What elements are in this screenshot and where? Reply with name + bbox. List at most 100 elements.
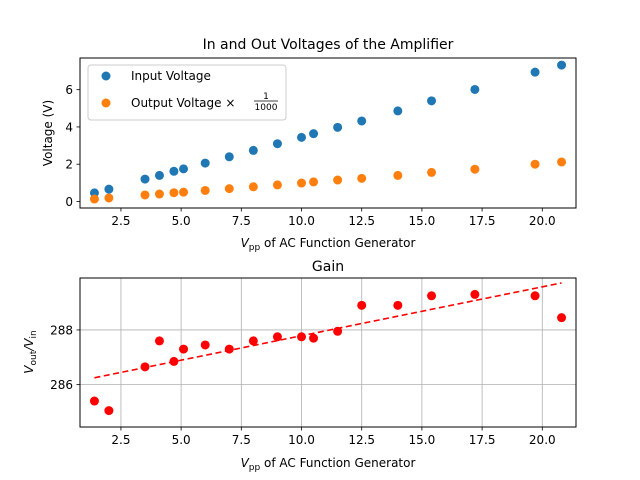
data-point-series-1 (179, 187, 189, 197)
data-point-series-1 (357, 173, 367, 183)
data-point-series-0 (470, 289, 480, 299)
data-point-series-1 (224, 184, 234, 194)
data-point-series-0 (169, 356, 179, 366)
plot2-y-axis-label: Vout/Vin (22, 330, 39, 373)
plot1-xlabel-rest: of AC Function Generator (260, 236, 415, 250)
x-tick-label: 15.0 (409, 433, 436, 447)
x-tick-label: 7.5 (232, 214, 251, 228)
plot1-axes-frame (79, 57, 577, 209)
data-point-series-0 (357, 116, 367, 126)
plot1-legend: Input Voltage Output Voltage × 1 1000 (87, 64, 287, 121)
data-point-series-0 (333, 326, 343, 336)
plot2-title: Gain (312, 259, 344, 275)
plot2-y-ticks: 286 288 (50, 323, 80, 392)
data-point-series-0 (557, 60, 567, 70)
plot2-ylabel-b-sub: in (29, 330, 39, 338)
data-point-series-0 (154, 336, 164, 346)
x-tick-label: 5.0 (172, 433, 191, 447)
data-point-series-1 (104, 193, 114, 203)
legend-marker-output-voltage (101, 98, 111, 108)
plot1-points (89, 60, 567, 204)
data-point-series-1 (427, 167, 437, 177)
data-point-series-0 (530, 67, 540, 77)
input-output-voltage-plot: In and Out Voltages of the Amplifier 2.5… (41, 37, 577, 253)
plot1-x-ticks: 2.5 5.0 7.5 10.0 12.5 15.0 17.5 20.0 (111, 208, 556, 228)
data-point-series-0 (393, 106, 403, 116)
x-tick-label: 20.0 (529, 433, 556, 447)
plot2-xlabel-sub: pp (249, 463, 261, 473)
data-point-series-0 (169, 166, 179, 176)
plot2-x-axis-label: Vpp of AC Function Generator (241, 456, 416, 473)
legend-label-output-voltage: Output Voltage × (131, 96, 235, 110)
data-point-series-0 (297, 332, 307, 342)
data-point-series-0 (104, 184, 114, 194)
data-point-series-1 (530, 159, 540, 169)
data-point-series-0 (140, 174, 150, 184)
plot2-axes-frame (79, 277, 577, 428)
data-point-series-1 (169, 188, 179, 198)
data-point-series-0 (427, 96, 437, 106)
data-point-series-0 (427, 291, 437, 301)
legend-marker-input-voltage (101, 71, 111, 81)
data-point-series-0 (200, 340, 210, 350)
y-tick-label: 0 (65, 195, 73, 209)
data-point-series-1 (154, 189, 164, 199)
data-point-series-0 (89, 188, 99, 198)
data-point-series-0 (530, 291, 540, 301)
plot2-x-ticks: 2.5 5.0 7.5 10.0 12.5 15.0 17.5 20.0 (111, 427, 556, 447)
data-point-series-0 (272, 139, 282, 149)
plot2-xlabel-main: V (241, 456, 250, 470)
plot2-xlabel-rest: of AC Function Generator (260, 456, 415, 470)
legend-fraction-numerator: 1 (263, 92, 269, 102)
x-tick-label: 12.5 (348, 214, 375, 228)
plot1-x-axis-label: Vpp of AC Function Generator (241, 236, 416, 253)
y-tick-label: 4 (65, 120, 73, 134)
data-point-series-0 (272, 332, 282, 342)
data-point-series-0 (179, 344, 189, 354)
plot1-y-axis-label: Voltage (V) (41, 100, 55, 166)
data-point-series-1 (272, 180, 282, 190)
data-point-series-1 (200, 185, 210, 195)
data-point-series-1 (140, 190, 150, 200)
data-point-series-1 (333, 175, 343, 185)
legend-label-input-voltage: Input Voltage (131, 69, 211, 83)
plot1-xlabel-sub: pp (249, 243, 261, 253)
x-tick-label: 5.0 (172, 214, 191, 228)
data-point-series-1 (393, 170, 403, 180)
legend-fraction-denominator: 1000 (255, 103, 278, 113)
plot2-points (89, 289, 567, 416)
y-tick-label: 6 (65, 83, 73, 97)
plot2-ylabel-a: V (22, 365, 36, 374)
data-point-series-0 (309, 129, 319, 139)
data-point-series-0 (393, 300, 403, 310)
data-point-series-1 (89, 194, 99, 204)
data-point-series-0 (224, 152, 234, 162)
y-tick-label: 288 (50, 323, 73, 337)
x-tick-label: 2.5 (111, 433, 130, 447)
x-tick-label: 15.0 (409, 214, 436, 228)
data-point-series-0 (200, 158, 210, 168)
data-point-series-0 (357, 300, 367, 310)
legend-box (87, 64, 287, 121)
gain-plot: Gain 2.5 5.0 7.5 10.0 12.5 15.0 17.5 20.0 28628… (22, 259, 577, 473)
y-tick-label: 286 (50, 378, 73, 392)
plot1-y-ticks: 0 2 4 6 (65, 83, 80, 209)
data-point-series-0 (470, 84, 480, 94)
plot2-ylabel-b: /V (22, 338, 36, 352)
data-point-series-0 (248, 336, 258, 346)
data-point-series-0 (104, 406, 114, 416)
data-point-series-1 (297, 178, 307, 188)
data-point-series-1 (248, 182, 258, 192)
data-point-series-0 (557, 313, 567, 323)
y-tick-label: 2 (65, 158, 73, 172)
x-tick-label: 20.0 (529, 214, 556, 228)
data-point-series-0 (179, 164, 189, 174)
x-tick-label: 12.5 (348, 433, 375, 447)
data-point-series-1 (557, 157, 567, 167)
x-tick-label: 17.5 (469, 214, 496, 228)
plot1-xlabel-main: V (241, 236, 250, 250)
x-tick-label: 7.5 (232, 433, 251, 447)
data-point-series-0 (333, 122, 343, 132)
x-tick-label: 10.0 (288, 433, 315, 447)
